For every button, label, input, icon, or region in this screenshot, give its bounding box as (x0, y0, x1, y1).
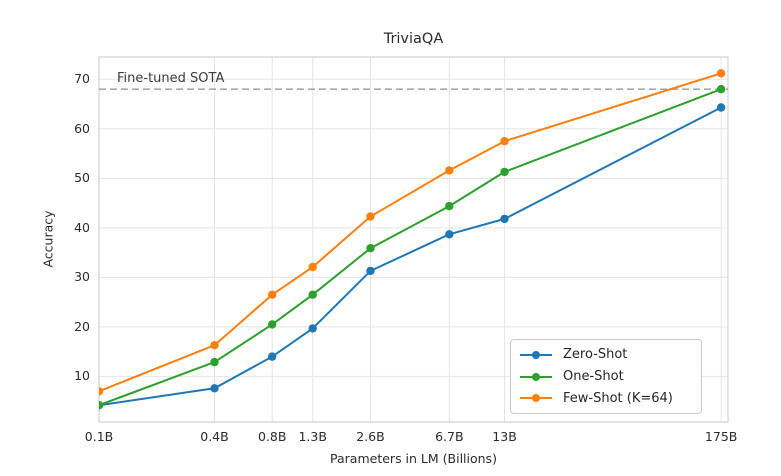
data-point-few-shot-k-64 (210, 341, 219, 350)
plot-border (98, 56, 729, 423)
data-point-zero-shot (308, 324, 317, 333)
legend-swatch-zero-shot (520, 350, 552, 359)
x-tick-label: 2.6B (356, 429, 385, 444)
y-tick-label: 70 (74, 71, 90, 87)
legend-label-zero-shot: Zero-Shot (563, 347, 628, 363)
legend: Zero-Shot One-Shot Few-Shot (K=64) (510, 339, 702, 414)
data-point-few-shot-k-64 (99, 387, 104, 396)
series-one-shot (99, 85, 726, 410)
y-tick-label: 60 (74, 120, 90, 136)
data-point-few-shot-k-64 (500, 137, 509, 146)
y-tick-label: 20 (74, 318, 90, 334)
x-tick-label: 0.1B (84, 429, 114, 444)
legend-swatch-one-shot (520, 372, 552, 381)
x-axis-label: Parameters in LM (Billions) (330, 451, 497, 466)
legend-label-few-shot-k-64: Few-Shot (K=64) (563, 390, 673, 406)
data-point-one-shot (445, 201, 454, 211)
legend-label-one-shot: One-Shot (563, 369, 624, 384)
legend-item-one-shot: One-Shot (519, 366, 693, 388)
x-tick-label: 175B (704, 429, 738, 444)
data-point-zero-shot (445, 230, 454, 239)
data-point-few-shot-k-64 (268, 290, 277, 299)
data-point-one-shot (268, 320, 277, 329)
series-few-shot-k-64 (99, 69, 726, 396)
y-tick-label: 30 (74, 269, 90, 285)
data-point-zero-shot (268, 352, 277, 361)
x-tick-label: 1.3B (298, 429, 327, 444)
series-zero-shot (99, 103, 726, 410)
legend-item-zero-shot: Zero-Shot (519, 344, 693, 366)
series-line-few-shot-k-64 (99, 72, 723, 393)
x-tick-label: 0.4B (200, 429, 229, 444)
legend-item-few-shot-k-64: Few-Shot (K=64) (519, 387, 693, 409)
data-point-few-shot-k-64 (445, 166, 454, 175)
data-point-few-shot-k-64 (308, 262, 317, 272)
x-tick-label: 13B (492, 429, 517, 444)
chart-title: TriviaQA (383, 31, 444, 47)
series-line-zero-shot (99, 106, 723, 407)
x-tick-label: 6.7B (435, 429, 464, 444)
data-point-one-shot (308, 290, 317, 299)
legend-swatch-few-shot-k-64 (520, 394, 552, 403)
data-point-zero-shot (210, 384, 219, 393)
data-point-one-shot (99, 401, 104, 410)
data-point-one-shot (716, 85, 726, 94)
data-point-few-shot-k-64 (366, 212, 375, 221)
x-tick-label: 0.8B (258, 429, 287, 444)
y-tick-label: 50 (74, 170, 90, 186)
data-point-zero-shot (366, 266, 375, 276)
series-line-one-shot (99, 88, 723, 407)
sota-annotation: Fine-tuned SOTA (117, 71, 225, 86)
data-point-one-shot (500, 167, 509, 177)
data-point-zero-shot (500, 214, 509, 224)
y-tick-label: 40 (74, 219, 90, 235)
data-point-zero-shot (716, 103, 726, 112)
data-point-one-shot (366, 244, 375, 253)
data-point-few-shot-k-64 (716, 69, 726, 78)
y-tick-label: 10 (74, 368, 90, 384)
data-point-one-shot (210, 357, 219, 367)
